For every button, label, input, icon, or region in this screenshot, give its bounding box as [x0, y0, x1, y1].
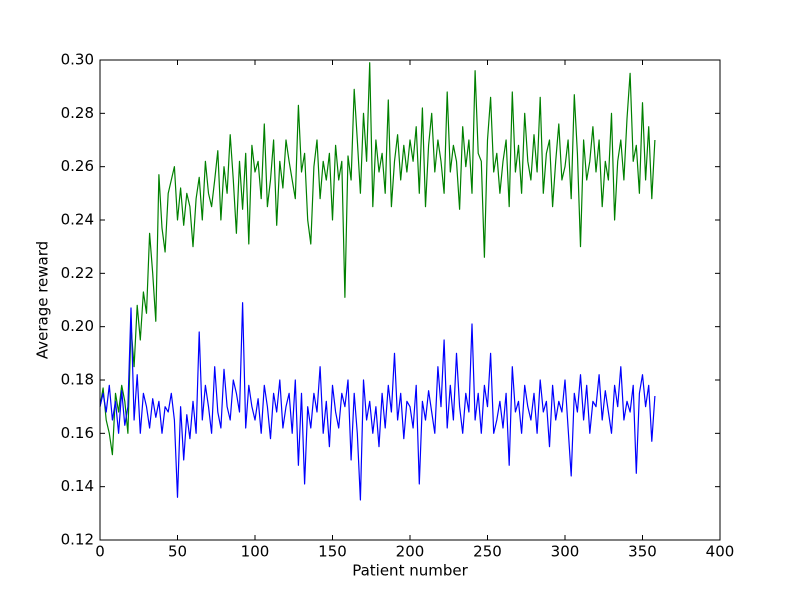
y-tick-label: 0.22: [61, 264, 94, 282]
y-tick-label: 0.14: [61, 477, 94, 495]
x-tick-label: 250: [473, 543, 502, 561]
x-tick-label: 400: [706, 543, 735, 561]
y-tick-label: 0.24: [61, 211, 94, 229]
y-tick-label: 0.28: [61, 104, 94, 122]
x-tick-label: 100: [241, 543, 270, 561]
x-tick-label: 150: [318, 543, 347, 561]
x-tick-label: 200: [396, 543, 425, 561]
y-tick-label: 0.18: [61, 371, 94, 389]
x-tick-label: 350: [628, 543, 657, 561]
x-axis-label: Patient number: [352, 562, 468, 580]
y-tick-label: 0.26: [61, 157, 94, 175]
y-axis-label: Average reward: [34, 241, 52, 359]
y-tick-label: 0.30: [61, 51, 94, 69]
x-tick-label: 0: [95, 543, 105, 561]
y-tick-label: 0.20: [61, 317, 94, 335]
x-tick-label: 300: [551, 543, 580, 561]
y-tick-label: 0.12: [61, 531, 94, 549]
x-tick-label: 50: [168, 543, 187, 561]
y-tick-label: 0.16: [61, 424, 94, 442]
data-line: [99, 62, 656, 456]
data-line: [99, 302, 656, 501]
